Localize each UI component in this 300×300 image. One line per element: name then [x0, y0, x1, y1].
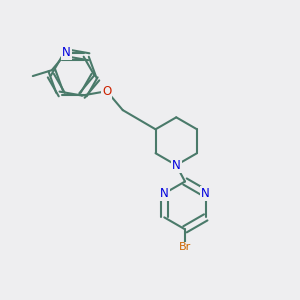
Text: O: O: [102, 85, 111, 98]
Text: N: N: [201, 187, 210, 200]
Text: N: N: [62, 46, 71, 59]
Text: N: N: [172, 159, 181, 172]
Text: N: N: [160, 187, 169, 200]
Text: Br: Br: [179, 242, 191, 252]
